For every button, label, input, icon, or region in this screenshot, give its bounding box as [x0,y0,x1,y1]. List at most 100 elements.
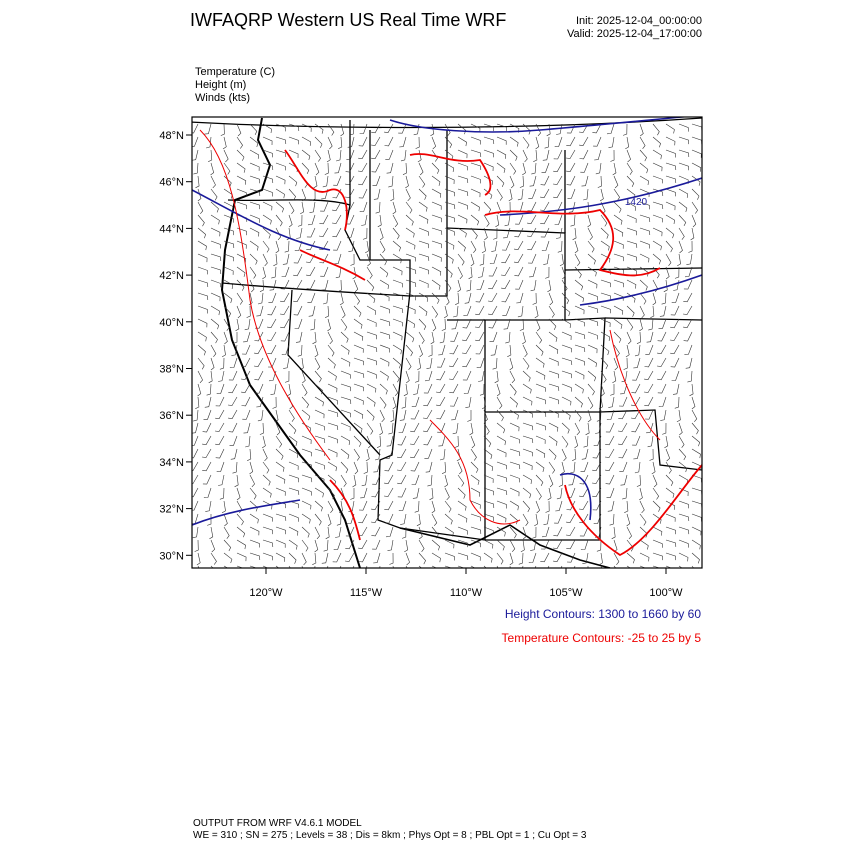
wind-barb [353,422,363,433]
wind-barb [483,461,494,471]
wind-barb [358,513,368,524]
wind-barb [493,227,498,240]
wind-barb [327,357,336,369]
wind-barb [254,370,264,381]
wind-barb [197,253,208,263]
wind-barb [379,227,384,241]
wind-barb [288,422,297,435]
wind-barb [618,448,628,459]
wind-barb [269,279,277,291]
wind-barb [470,123,481,133]
wind-barb [676,409,681,423]
wind-barb [241,396,251,407]
wind-barb [671,292,680,303]
wind-barb [327,331,333,345]
wind-barb [652,500,661,512]
wind-barb [397,435,407,446]
wind-barb [325,526,330,540]
wind-barb [658,318,667,329]
wind-barb [210,357,215,371]
wind-barb [371,149,381,160]
wind-barb [214,422,225,432]
wind-barb [275,136,287,145]
wind-barb [436,370,446,381]
contour-label: 1420 [625,197,648,208]
wind-barb [522,513,529,526]
wind-barb [613,266,625,274]
wind-barb [293,292,303,303]
wind-barb [405,370,410,384]
wind-barb [670,318,680,329]
wind-barb [249,552,261,561]
wind-barb [462,318,472,329]
wind-barb [639,279,648,291]
height-contour [579,274,702,306]
wind-barb [418,552,426,565]
wind-barb [691,214,697,228]
wind-barb [350,253,355,266]
wind-barb [288,136,299,145]
wind-barb [207,514,212,526]
wind-barb [591,474,602,484]
wind-barb [613,188,620,201]
wind-barb [678,448,687,461]
wind-barb [338,136,343,149]
wind-barb [249,565,258,568]
wind-barb [652,565,661,568]
wind-barb [496,149,507,159]
wind-barb [340,331,349,343]
wind-barb [379,409,385,423]
wind-barb [223,227,234,236]
temperature-contour [564,464,702,557]
wind-barb [411,474,420,485]
wind-barb [327,344,335,357]
wind-barb [297,214,303,227]
wind-barb [192,149,199,161]
wind-barb [522,149,528,163]
wind-barb [545,266,550,279]
wind-barb [424,448,433,459]
wind-barb [389,552,394,565]
wind-barb [412,487,420,499]
wind-barb [236,513,244,526]
wind-barb [496,448,507,458]
wind-barb [652,188,664,197]
wind-barb [652,474,658,488]
wind-barbs [192,123,702,568]
wind-barb [501,253,511,264]
wind-barb [423,396,433,407]
wind-barb [444,526,454,537]
wind-barb [652,175,663,184]
wind-barb [210,240,221,249]
wind-barb [222,136,227,150]
wind-barb [195,175,200,189]
wind-barb [669,331,680,341]
wind-barb [345,162,355,173]
wind-barb [444,539,455,549]
wind-barb [379,253,387,266]
wind-barb [626,201,637,211]
wind-barb [444,279,452,292]
height-contour-info: Height Contours: 1300 to 1660 by 60 [505,607,701,621]
state-line [369,130,448,260]
wind-barb [548,396,559,405]
wind-barb [324,162,329,175]
wind-barb [492,357,498,370]
wind-barb [598,396,603,410]
wind-barb [431,136,437,150]
wind-barb [574,357,585,366]
wind-barb [418,318,427,331]
wind-barb [223,539,232,552]
wind-barb [390,409,395,423]
wind-barb [605,435,615,446]
wind-barb [399,136,407,148]
wind-barb [501,240,511,251]
wind-barb [444,214,455,223]
wind-barb [587,279,598,289]
wind-barb [418,331,425,344]
wind-barb [596,539,602,552]
wind-barb [522,370,531,382]
wind-barb [483,539,494,549]
wind-barb [300,201,305,215]
wind-barb [202,474,212,485]
